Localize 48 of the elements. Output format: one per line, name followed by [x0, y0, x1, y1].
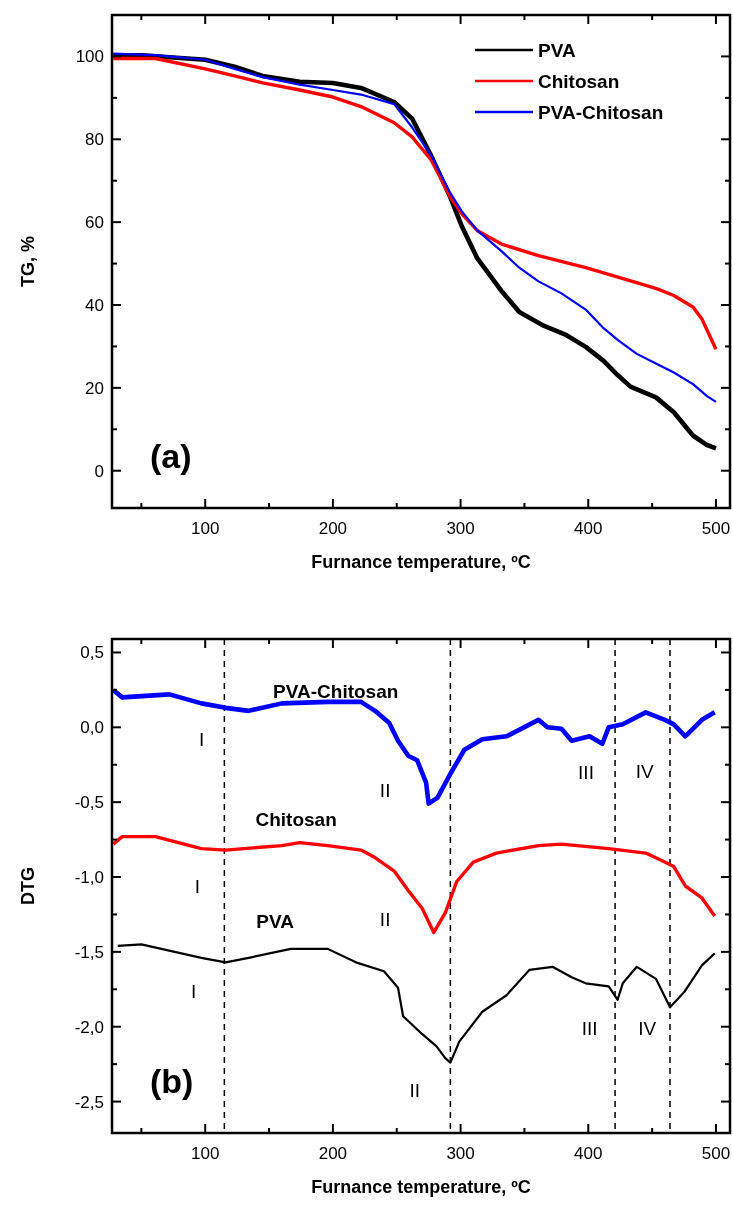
line-series — [111, 834, 717, 935]
x-tick-label: 500 — [701, 1144, 731, 1163]
line-series — [111, 56, 718, 352]
x-tick-label: 100 — [191, 1144, 220, 1163]
x-tick-label: 400 — [574, 1144, 603, 1163]
annotation: (b) — [150, 1062, 194, 1100]
annotation: III — [581, 1018, 598, 1040]
y-tick-label: 0 — [94, 461, 104, 481]
x-tick-label: 200 — [318, 519, 348, 538]
legend-label: PVA-Chitosan — [538, 102, 664, 123]
y-axis-title: DTG — [18, 867, 38, 905]
y-tick-label: 60 — [85, 213, 104, 233]
y-tick-label: 100 — [75, 47, 104, 67]
annotation: IV — [635, 760, 655, 782]
y-tick-label: -2,0 — [74, 1017, 104, 1037]
legend-label: Chitosan — [538, 71, 620, 92]
x-tick-label: 400 — [574, 519, 603, 538]
y-tick-label: 0,5 — [80, 643, 104, 663]
y-tick-label: 20 — [85, 378, 104, 398]
annotation: III — [578, 762, 594, 784]
annotation: I — [194, 876, 200, 897]
series-label: PVA — [256, 910, 295, 932]
y-tick-label: -1,0 — [74, 868, 104, 888]
annotation: II — [379, 909, 391, 931]
annotation: II — [379, 780, 391, 802]
y-tick-label: 80 — [85, 130, 104, 150]
line-series — [110, 687, 717, 806]
x-tick-label: 500 — [701, 519, 731, 538]
annotation: (a) — [150, 437, 192, 475]
legend-label: PVA — [538, 40, 576, 61]
y-tick-label: -0,5 — [74, 793, 104, 813]
y-tick-label: -2,5 — [74, 1092, 104, 1112]
annotation: IV — [638, 1018, 657, 1040]
x-tick-label: 200 — [318, 1144, 348, 1163]
x-axis-title: Furnance temperature, ºC — [311, 1177, 531, 1197]
x-tick-label: 100 — [191, 519, 220, 538]
annotation: II — [409, 1079, 421, 1101]
y-tick-label: 40 — [85, 296, 104, 315]
y-axis-title: TG, % — [18, 235, 38, 288]
annotation: I — [198, 729, 205, 751]
annotation: I — [190, 980, 197, 1002]
series-label: Chitosan — [255, 808, 337, 830]
x-tick-label: 300 — [446, 1144, 475, 1163]
x-axis-title: Furnance temperature, ºC — [311, 552, 531, 572]
y-tick-label: -1,5 — [74, 942, 104, 962]
y-tick-label: 0,0 — [80, 718, 104, 738]
series-label: PVA-Chitosan — [273, 680, 399, 702]
x-tick-label: 300 — [446, 519, 475, 538]
